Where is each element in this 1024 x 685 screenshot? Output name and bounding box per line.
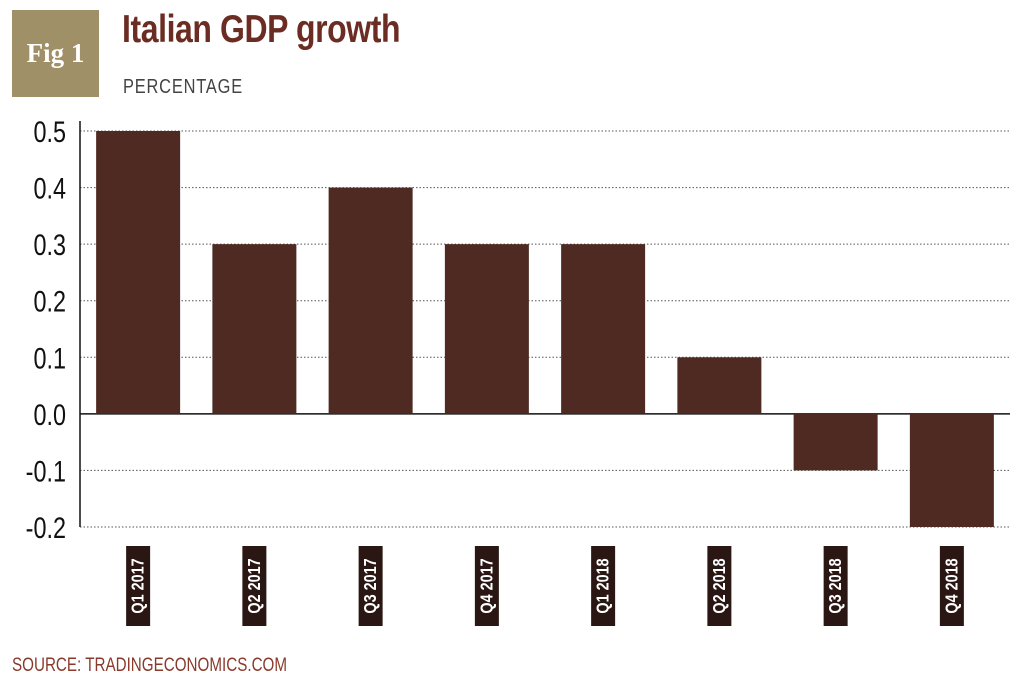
- x-tick-label: Q2 2018: [709, 558, 729, 613]
- x-tick-label: Q1 2018: [593, 558, 613, 613]
- x-tick-label: Q4 2018: [942, 558, 962, 613]
- y-tick-label: 0.1: [33, 342, 66, 375]
- x-tick-label: Q1 2017: [128, 558, 148, 613]
- x-tick-label: Q2 2017: [244, 558, 264, 613]
- bar: [328, 187, 413, 414]
- x-tick-label-bg: [126, 546, 151, 626]
- x-tick-label-bg: [242, 546, 267, 626]
- x-tick-label: Q3 2017: [361, 558, 381, 613]
- x-tick-label: Q3 2018: [826, 558, 846, 613]
- figure-badge: Fig 1: [12, 10, 99, 97]
- x-tick-label-bg: [474, 546, 499, 626]
- bar: [212, 244, 297, 414]
- x-tick-label-bg: [707, 546, 732, 626]
- y-tick-label: 0.5: [33, 115, 66, 148]
- y-tick-label: 0.2: [33, 285, 66, 318]
- x-tick-label-bg: [939, 546, 964, 626]
- y-tick-label: -0.2: [26, 511, 66, 544]
- source-note: SOURCE: TRADINGECONOMICS.COM: [12, 655, 288, 676]
- y-tick-label: 0.0: [33, 398, 66, 431]
- bar: [561, 244, 646, 414]
- bar: [793, 413, 878, 471]
- x-tick-label: Q4 2017: [477, 558, 497, 613]
- y-tick-label: 0.4: [33, 172, 66, 205]
- bar: [96, 131, 181, 414]
- y-tick-label: -0.1: [26, 455, 66, 488]
- bar: [909, 413, 994, 527]
- x-tick-label-bg: [823, 546, 848, 626]
- bar-chart: 0.5 0.4 0.3 0.2 0.1 0.0 -0.1 -0.2 Q1 2017 Q2 2017…: [26, 115, 1010, 626]
- x-tick-label-bg: [358, 546, 383, 626]
- figure-badge-label: Fig 1: [26, 38, 85, 68]
- bar: [677, 357, 762, 414]
- x-tick-label-bg: [591, 546, 616, 626]
- y-tick-label: 0.3: [33, 228, 66, 261]
- chart-title: Italian GDP growth: [122, 8, 401, 51]
- bar: [444, 244, 529, 414]
- chart-subtitle: PERCENTAGE: [123, 76, 243, 98]
